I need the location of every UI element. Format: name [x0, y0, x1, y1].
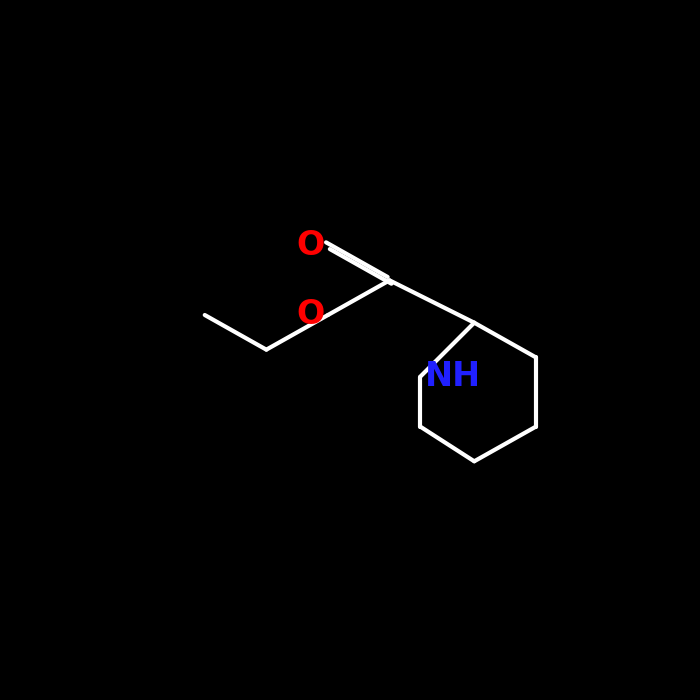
Text: O: O — [297, 229, 325, 262]
Text: O: O — [297, 298, 325, 332]
Text: NH: NH — [425, 360, 481, 393]
